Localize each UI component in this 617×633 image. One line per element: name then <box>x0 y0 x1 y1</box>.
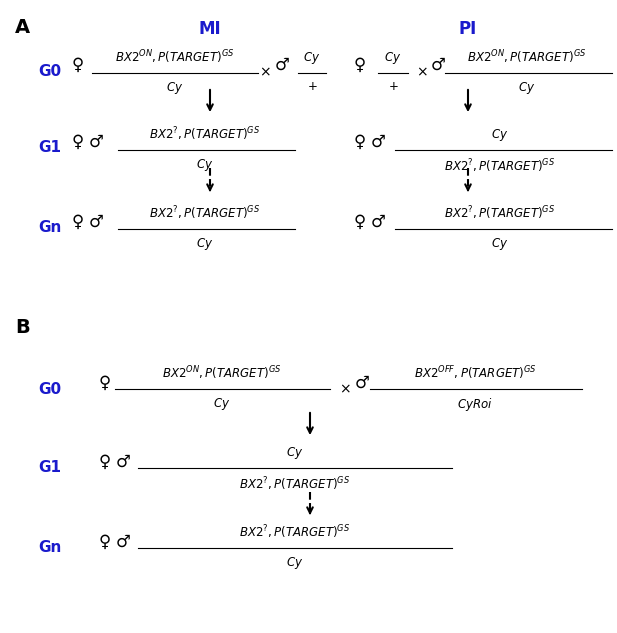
Text: ♂: ♂ <box>115 533 130 551</box>
Text: G1: G1 <box>38 460 61 475</box>
Text: B: B <box>15 318 30 337</box>
Text: ♀: ♀ <box>72 213 84 231</box>
Text: ♀: ♀ <box>72 133 84 151</box>
Text: $\mathit{Cy}$: $\mathit{Cy}$ <box>384 50 402 66</box>
Text: $\mathit{BX2}^{?}\mathit{, P(TARGET)}^{GS}$: $\mathit{BX2}^{?}\mathit{, P(TARGET)}^{G… <box>149 204 260 222</box>
Text: ♀: ♀ <box>354 213 366 231</box>
Text: $+$: $+$ <box>387 80 399 93</box>
Text: ×: × <box>339 382 351 396</box>
Text: $\mathit{BX2}^{?}\mathit{, P(TARGET)}^{GS}$: $\mathit{BX2}^{?}\mathit{, P(TARGET)}^{G… <box>444 157 556 175</box>
Text: $\mathit{BX2}^{?}\mathit{, P(TARGET)}^{GS}$: $\mathit{BX2}^{?}\mathit{, P(TARGET)}^{G… <box>444 204 556 222</box>
Text: $\mathit{Cy}$: $\mathit{Cy}$ <box>167 80 184 96</box>
Text: ♀: ♀ <box>354 133 366 151</box>
Text: $\mathit{Cy}$: $\mathit{Cy}$ <box>286 445 304 461</box>
Text: ×: × <box>416 65 428 79</box>
Text: $\mathit{BX2}^{?}\mathit{, P(TARGET)}^{GS}$: $\mathit{BX2}^{?}\mathit{, P(TARGET)}^{G… <box>239 523 350 541</box>
Text: $\mathit{CyRoi}$: $\mathit{CyRoi}$ <box>457 396 493 413</box>
Text: ♀: ♀ <box>99 453 111 471</box>
Text: G1: G1 <box>38 141 61 156</box>
Text: $+$: $+$ <box>307 80 317 93</box>
Text: A: A <box>15 18 30 37</box>
Text: ♀: ♀ <box>99 533 111 551</box>
Text: $\mathit{BX2}^{OFF}\mathit{, P(TARGET)}^{GS}$: $\mathit{BX2}^{OFF}\mathit{, P(TARGET)}^… <box>413 365 536 382</box>
Text: $\mathit{Cy}$: $\mathit{Cy}$ <box>286 555 304 571</box>
Text: MI: MI <box>199 20 222 38</box>
Text: ♀: ♀ <box>72 56 84 74</box>
Text: ♂: ♂ <box>89 133 104 151</box>
Text: ♀: ♀ <box>354 56 366 74</box>
Text: ♀: ♀ <box>99 374 111 392</box>
Text: PI: PI <box>459 20 477 38</box>
Text: $\mathit{BX2}^{?}\mathit{, P(TARGET)}^{GS}$: $\mathit{BX2}^{?}\mathit{, P(TARGET)}^{G… <box>149 125 260 143</box>
Text: ♂: ♂ <box>115 453 130 471</box>
Text: $\mathit{BX2}^{ON}\mathit{, P(TARGET)}^{GS}$: $\mathit{BX2}^{ON}\mathit{, P(TARGET)}^{… <box>115 48 234 66</box>
Text: ♂: ♂ <box>371 213 386 231</box>
Text: ♂: ♂ <box>355 374 370 392</box>
Text: $\mathit{Cy}$: $\mathit{Cy}$ <box>491 236 508 252</box>
Text: Gn: Gn <box>38 220 61 235</box>
Text: ♂: ♂ <box>371 133 386 151</box>
Text: ♂: ♂ <box>89 213 104 231</box>
Text: $\mathit{Cy}$: $\mathit{Cy}$ <box>304 50 321 66</box>
Text: $\mathit{Cy}$: $\mathit{Cy}$ <box>196 157 213 173</box>
Text: ×: × <box>259 65 271 79</box>
Text: $\mathit{Cy}$: $\mathit{Cy}$ <box>518 80 536 96</box>
Text: ♂: ♂ <box>275 56 289 74</box>
Text: $\mathit{Cy}$: $\mathit{Cy}$ <box>213 396 231 412</box>
Text: $\mathit{Cy}$: $\mathit{Cy}$ <box>491 127 508 143</box>
Text: G0: G0 <box>38 65 61 80</box>
Text: $\mathit{BX2}^{?}\mathit{, P(TARGET)}^{GS}$: $\mathit{BX2}^{?}\mathit{, P(TARGET)}^{G… <box>239 475 350 492</box>
Text: ♂: ♂ <box>431 56 445 74</box>
Text: $\mathit{Cy}$: $\mathit{Cy}$ <box>196 236 213 252</box>
Text: G0: G0 <box>38 382 61 398</box>
Text: Gn: Gn <box>38 541 61 556</box>
Text: $\mathit{BX2}^{ON}\mathit{, P(TARGET)}^{GS}$: $\mathit{BX2}^{ON}\mathit{, P(TARGET)}^{… <box>467 48 587 66</box>
Text: $\mathit{BX2}^{ON}\mathit{, P(TARGET)}^{GS}$: $\mathit{BX2}^{ON}\mathit{, P(TARGET)}^{… <box>162 365 282 382</box>
